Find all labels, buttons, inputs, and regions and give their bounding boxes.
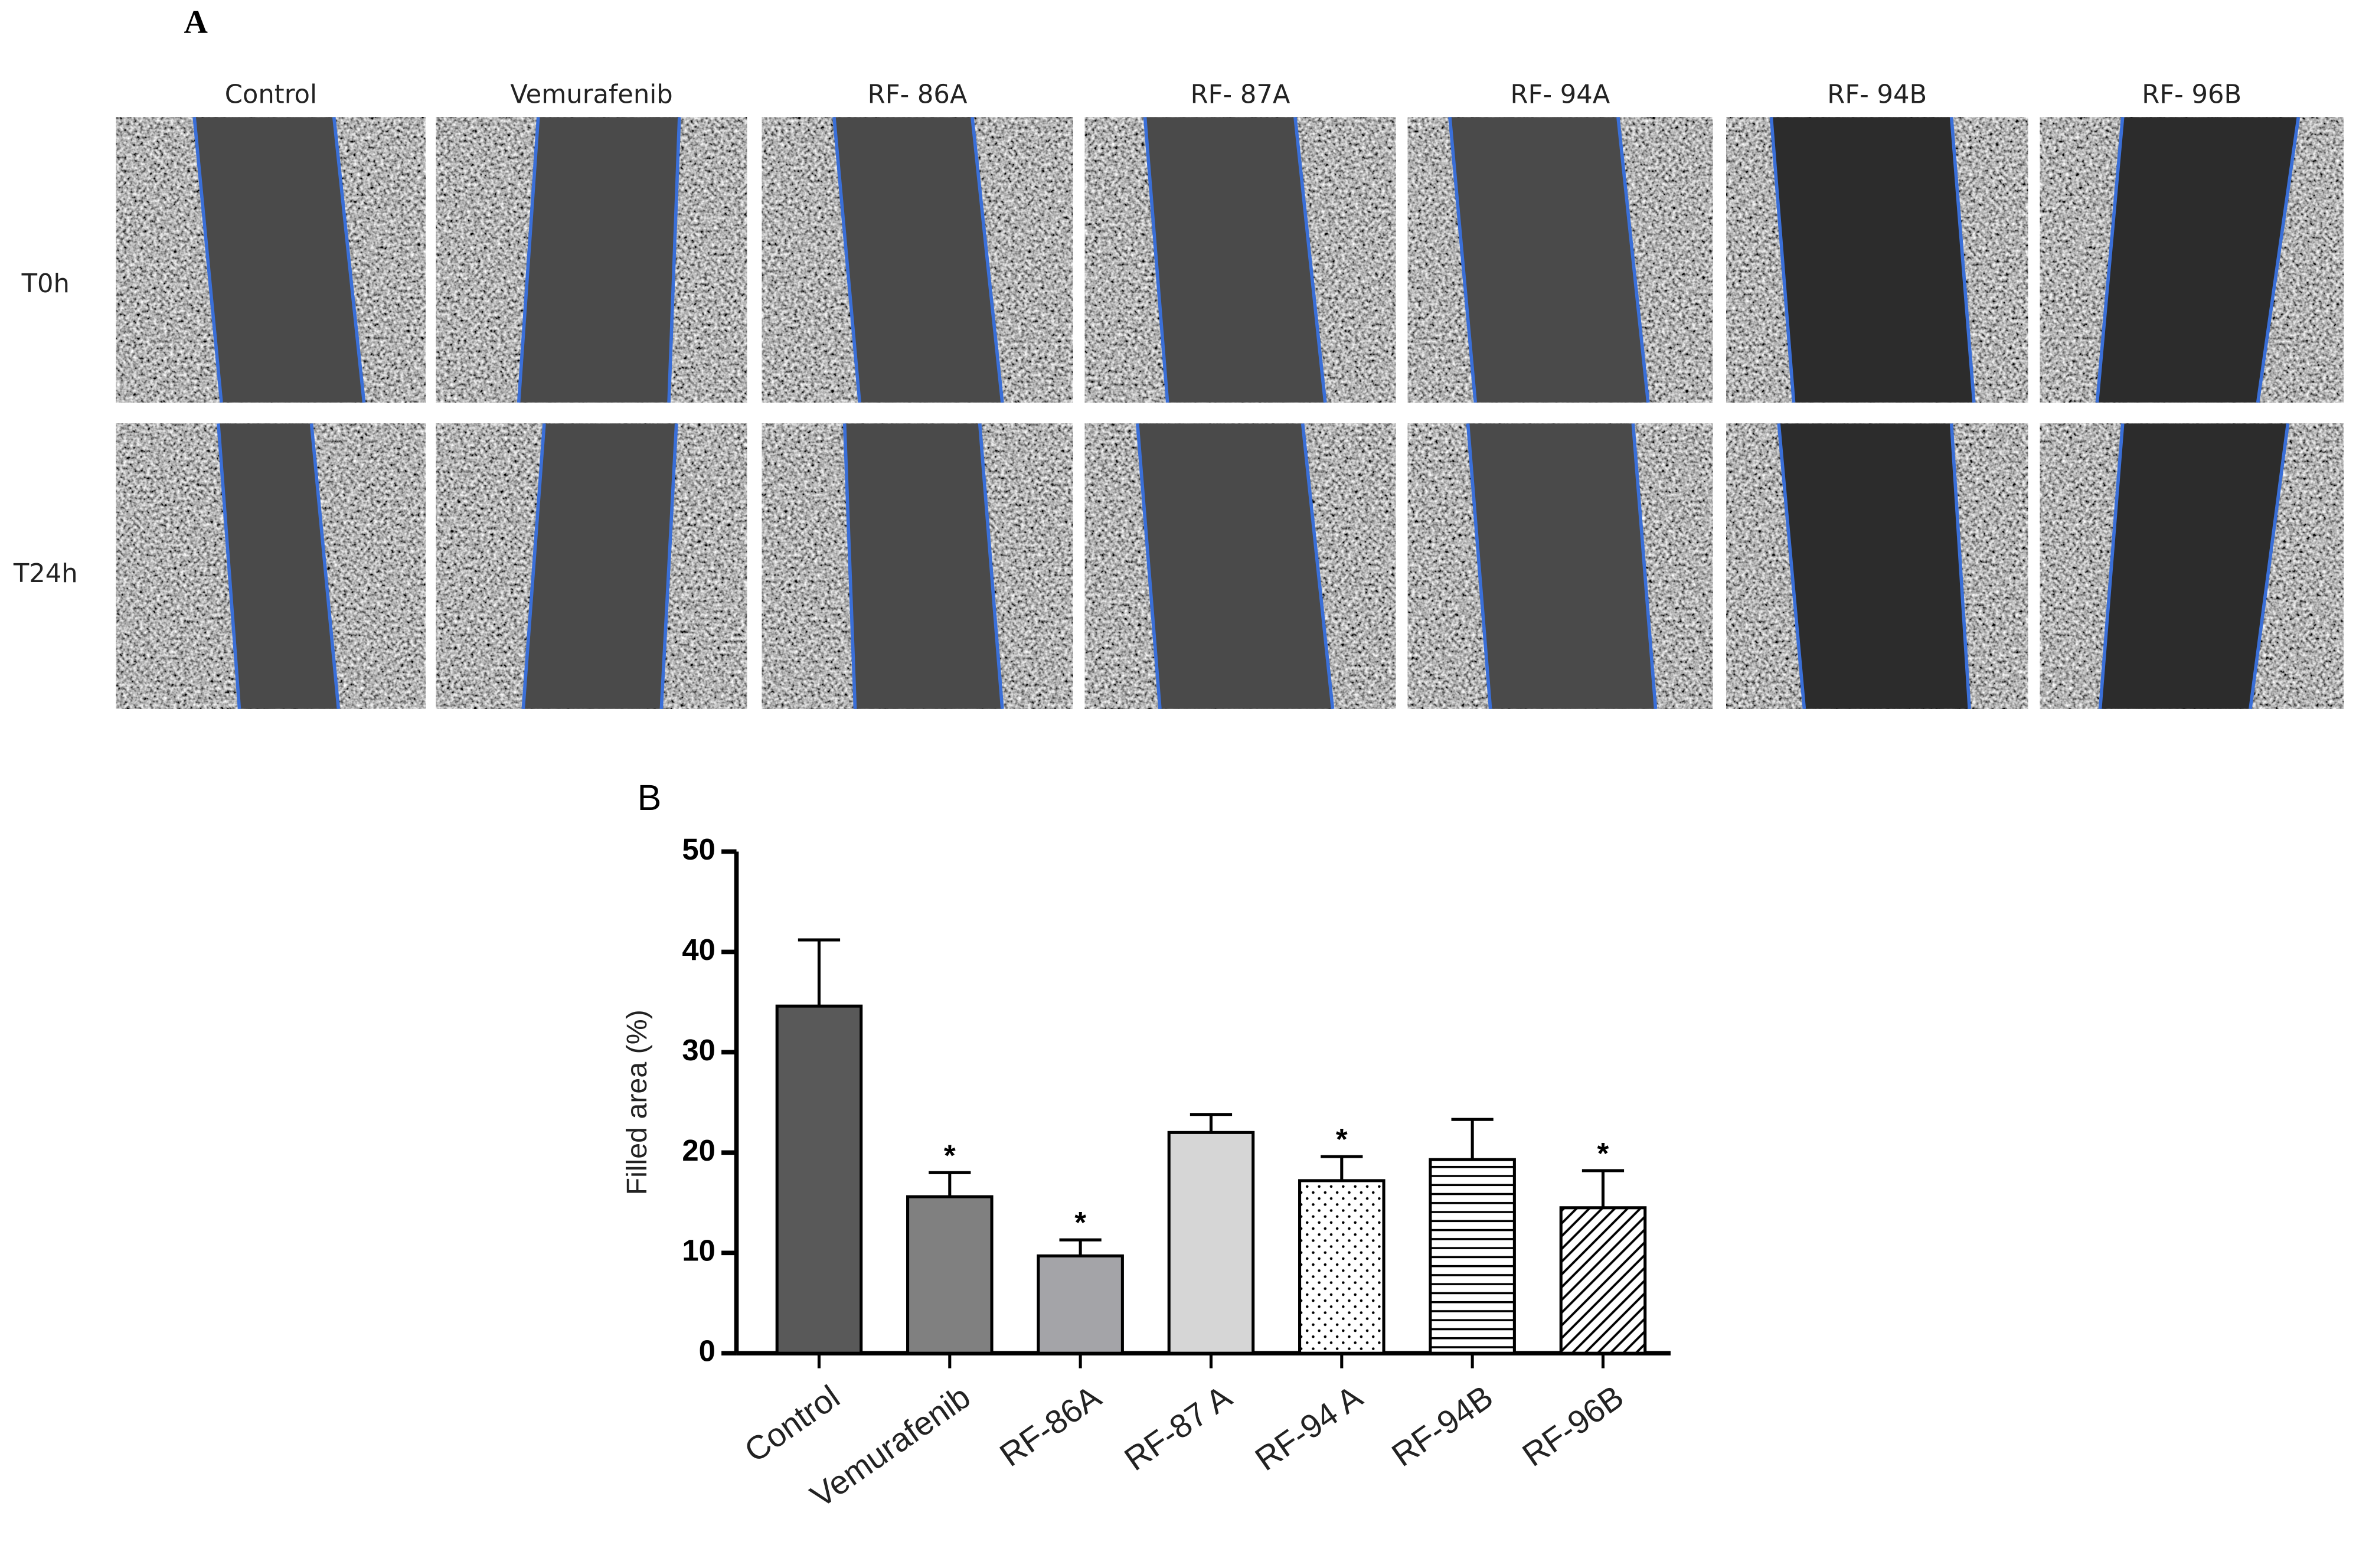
wound-edge: [1143, 117, 1169, 403]
panel-label: A: [184, 4, 207, 41]
column-label: Vemurafenib: [510, 80, 672, 109]
scratch-gap: [2100, 423, 2288, 709]
bar: [1298, 1179, 1386, 1355]
scratch-gap: [518, 117, 679, 403]
wound-edge: [970, 117, 1004, 403]
y-axis-label: Filled area (%): [621, 1010, 653, 1195]
wound-edge: [1631, 423, 1658, 710]
y-tick-label: 30: [682, 1033, 715, 1067]
scratch-gap: [844, 423, 1002, 709]
x-tick-label: RF-94B: [1385, 1378, 1499, 1474]
column-label: RF- 96B: [2142, 80, 2241, 109]
y-tick-label: 20: [682, 1133, 715, 1167]
x-tick-label: RF-96B: [1515, 1378, 1630, 1474]
y-tick-label: 50: [682, 832, 715, 866]
wound-edge: [517, 117, 540, 403]
scratch-gap: [523, 423, 677, 709]
wound-edge: [1949, 423, 1972, 709]
wound-edge: [332, 117, 366, 403]
y-tick-label: 10: [682, 1234, 715, 1268]
wound-edge: [2095, 117, 2125, 403]
wound-edge: [1466, 423, 1492, 710]
scratch-gap: [2097, 117, 2299, 403]
y-tick-label: 40: [682, 933, 715, 966]
scratch-gap: [1779, 423, 1970, 709]
scratch-gap: [218, 423, 339, 709]
scratch-gap: [194, 117, 364, 403]
column-label: Control: [225, 80, 317, 109]
column-label: RF- 94A: [1511, 80, 1610, 109]
column-label: RF- 86A: [868, 80, 968, 109]
bar: [1429, 1158, 1516, 1355]
wound-edge: [1769, 117, 1796, 403]
x-tick-label: RF-87 A: [1117, 1377, 1239, 1478]
panel-label: B: [638, 778, 662, 818]
column-label: RF- 94B: [1827, 80, 1927, 109]
wound-edge: [192, 117, 223, 403]
wound-edge: [1777, 423, 1806, 710]
bar: [906, 1195, 994, 1355]
bar: [1167, 1131, 1255, 1355]
wound-edge: [1136, 423, 1162, 710]
wound-edge: [659, 423, 678, 709]
scratch-gap: [834, 117, 1002, 403]
bar: [1037, 1254, 1124, 1355]
wound-edge: [1949, 117, 1976, 403]
scratch-gap: [1145, 117, 1325, 403]
scratch-gap: [1771, 117, 1974, 403]
wound-edge: [2249, 423, 2290, 710]
column-label: RF- 87A: [1191, 80, 1290, 109]
scratch-gap: [1449, 117, 1648, 403]
wound-edge: [1300, 423, 1335, 710]
wound-edge: [667, 117, 681, 403]
wound-edge: [521, 423, 546, 710]
scratch-gap: [1468, 423, 1656, 709]
wound-edge: [832, 117, 861, 403]
wound-edge: [1293, 117, 1327, 403]
wound-edge: [217, 423, 241, 710]
scratch-gap: [1137, 423, 1333, 709]
wound-edge: [1448, 117, 1478, 403]
wound-edge: [2256, 117, 2301, 403]
row-label: T0h: [21, 269, 70, 299]
wound-edge: [842, 423, 857, 709]
row-label: T24h: [13, 559, 78, 589]
wound-edge: [978, 423, 1004, 710]
x-tick-label: RF-86A: [993, 1377, 1108, 1474]
wound-edge: [2098, 423, 2125, 710]
y-tick-label: 0: [699, 1334, 715, 1368]
significance-mark: *: [1336, 1122, 1348, 1156]
x-tick-label: Control: [737, 1378, 846, 1469]
significance-mark: *: [1074, 1206, 1086, 1239]
wound-edge: [309, 423, 341, 710]
significance-mark: *: [1597, 1136, 1609, 1170]
bar: [775, 1004, 863, 1355]
x-tick-label: RF-94 A: [1248, 1377, 1369, 1478]
significance-mark: *: [944, 1138, 956, 1172]
bar: [1559, 1206, 1647, 1355]
wound-edge: [1616, 117, 1650, 403]
